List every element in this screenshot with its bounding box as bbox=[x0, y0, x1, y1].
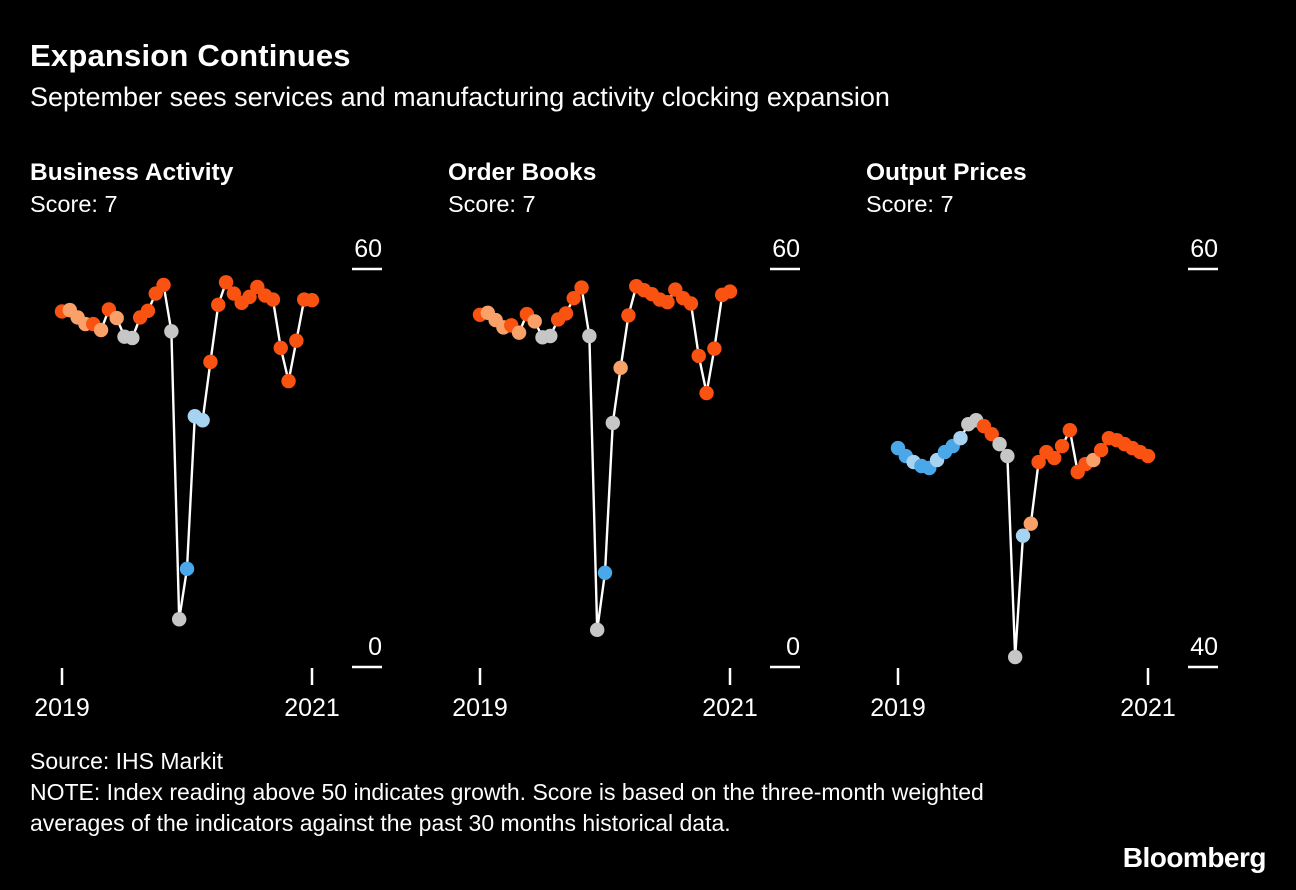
data-point bbox=[543, 328, 558, 344]
data-point bbox=[558, 306, 574, 321]
data-point bbox=[597, 565, 613, 581]
bloomberg-logo: Bloomberg bbox=[1122, 842, 1267, 873]
data-point bbox=[273, 340, 288, 356]
data-point bbox=[156, 277, 171, 293]
source-line: Source: IHS Markit bbox=[30, 748, 223, 774]
x-axis-label: 2019 bbox=[870, 694, 926, 722]
panel-business-activity: Business Activity Score: 7 60 0 2019 2021 bbox=[30, 158, 448, 727]
y-axis-label: 60 bbox=[354, 235, 382, 263]
scatter-plot-business-activity: 60 0 2019 2021 bbox=[30, 222, 448, 727]
data-point bbox=[109, 310, 124, 326]
figure-footer: Source: IHS Markit NOTE: Index reading a… bbox=[30, 746, 1035, 839]
data-point bbox=[984, 426, 999, 442]
score-label-business-activity: Score: 7 bbox=[30, 191, 118, 217]
data-point bbox=[582, 328, 597, 344]
data-point bbox=[1023, 516, 1039, 531]
figure-header: Expansion Continues September sees servi… bbox=[30, 38, 1266, 113]
data-point bbox=[660, 294, 675, 310]
data-point bbox=[1000, 448, 1015, 464]
data-point bbox=[1140, 448, 1156, 464]
data-point bbox=[242, 289, 257, 305]
data-point bbox=[613, 360, 628, 376]
data-point bbox=[140, 303, 156, 318]
scatter-plot-output-prices: 60 40 2019 2021 bbox=[866, 222, 1284, 727]
data-point bbox=[1086, 452, 1101, 468]
y-axis-label: 0 bbox=[368, 633, 382, 661]
x-axis-label: 2021 bbox=[284, 694, 340, 722]
data-point bbox=[1047, 450, 1062, 466]
data-point bbox=[691, 348, 706, 364]
data-point bbox=[304, 292, 320, 308]
data-point bbox=[218, 275, 234, 290]
data-point bbox=[93, 322, 109, 338]
data-point bbox=[164, 324, 179, 339]
data-point bbox=[992, 436, 1007, 452]
data-point bbox=[289, 333, 304, 348]
data-point bbox=[281, 373, 296, 389]
score-label-output-prices: Score: 7 bbox=[866, 191, 954, 217]
figure-subtitle: September sees services and manufacturin… bbox=[30, 82, 890, 112]
data-point bbox=[265, 292, 281, 307]
data-point bbox=[1054, 438, 1070, 454]
data-point bbox=[683, 296, 699, 311]
x-axis-label: 2019 bbox=[452, 694, 508, 722]
y-axis-label: 60 bbox=[1190, 235, 1218, 263]
x-axis-label: 2021 bbox=[1120, 694, 1176, 722]
data-point bbox=[125, 330, 140, 346]
data-point bbox=[574, 280, 589, 295]
score-label-order-books: Score: 7 bbox=[448, 191, 536, 217]
data-point bbox=[511, 325, 527, 340]
data-point bbox=[179, 561, 195, 577]
data-point bbox=[953, 430, 968, 446]
data-point bbox=[1093, 442, 1109, 458]
data-point bbox=[566, 290, 581, 306]
panel-order-books: Order Books Score: 7 60 0 2019 2021 bbox=[448, 158, 866, 727]
data-point bbox=[621, 308, 636, 323]
data-point bbox=[1031, 454, 1046, 470]
y-axis-label: 40 bbox=[1190, 633, 1218, 661]
figure-title: Expansion Continues bbox=[30, 38, 351, 73]
data-point bbox=[211, 297, 226, 313]
data-point bbox=[171, 612, 187, 627]
scatter-plot-order-books: 60 0 2019 2021 bbox=[448, 222, 866, 727]
panel-output-prices: Output Prices Score: 7 60 40 2019 2021 bbox=[866, 158, 1284, 727]
x-axis-label: 2021 bbox=[702, 694, 758, 722]
data-point bbox=[605, 415, 621, 431]
y-axis-label: 0 bbox=[786, 633, 800, 661]
data-point bbox=[195, 413, 210, 428]
data-point bbox=[527, 314, 542, 329]
data-point bbox=[203, 354, 218, 370]
data-point bbox=[707, 341, 722, 356]
panel-title-output-prices: Output Prices bbox=[866, 159, 1027, 186]
y-axis-label: 60 bbox=[772, 235, 800, 263]
data-point bbox=[1062, 422, 1078, 438]
panel-title-order-books: Order Books bbox=[448, 159, 597, 186]
x-axis-label: 2019 bbox=[34, 694, 90, 722]
data-point bbox=[1007, 649, 1023, 665]
data-point bbox=[722, 284, 738, 299]
chart-panels: Business Activity Score: 7 60 0 2019 2021 O… bbox=[30, 158, 1284, 727]
data-point bbox=[589, 622, 605, 638]
note-text: NOTE: Index reading above 50 indicates g… bbox=[30, 779, 984, 836]
data-point bbox=[1015, 528, 1031, 543]
panel-title-business-activity: Business Activity bbox=[30, 159, 234, 186]
data-point bbox=[699, 385, 714, 401]
